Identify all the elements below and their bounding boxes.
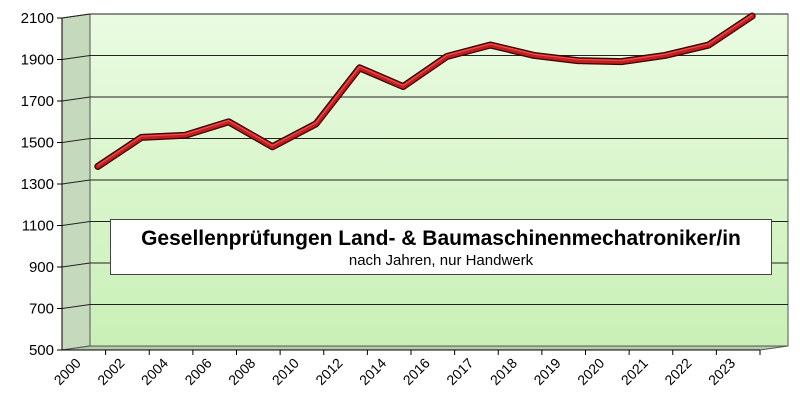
chart-3d-walls (61, 13, 789, 351)
y-tick-label: 1500 (21, 135, 54, 152)
y-tick-label: 700 (29, 301, 54, 318)
x-tick-label: 2019 (530, 355, 563, 388)
x-tick-label: 2002 (94, 355, 127, 388)
y-tick-label: 900 (29, 259, 54, 276)
gridline (61, 304, 788, 309)
chart-title-box: Gesellenprüfungen Land- & Baumaschinenme… (110, 219, 772, 275)
gridline (61, 179, 788, 185)
floor (61, 345, 789, 351)
chart-title: Gesellenprüfungen Land- & Baumaschinenme… (141, 227, 741, 250)
y-axis-ticks: 500 700 900 1100 1300 1500 1700 1900 2100 (21, 10, 63, 359)
series-line-highlight (97, 14, 753, 166)
x-tick-label: 2014 (356, 355, 389, 388)
gridline (61, 138, 788, 143)
x-tick-label: 2000 (51, 355, 84, 388)
x-tick-label: 2018 (487, 355, 520, 388)
x-tick-label: 2020 (574, 355, 607, 388)
series-line (94, 12, 756, 170)
x-axis-ticks: 2000 2002 2004 2006 2008 2010 2012 2014 2016 2017… (51, 349, 761, 388)
x-tick-label: 2006 (181, 355, 214, 388)
y-tick-label: 1100 (22, 218, 54, 235)
x-tick-label: 2004 (138, 355, 171, 388)
chart-subtitle: nach Jahren, nur Handwerk (348, 252, 534, 269)
x-tick-label: 2021 (618, 355, 651, 388)
y-tick-label: 500 (29, 342, 54, 359)
x-tick-label: 2008 (225, 355, 258, 388)
y-tick-label: 1900 (21, 52, 54, 69)
y-tick-label: 2100 (21, 10, 54, 27)
x-tick-label: 2017 (443, 355, 476, 388)
gridline (61, 96, 788, 102)
gridline (61, 13, 788, 19)
x-tick-label: 2010 (269, 355, 302, 388)
x-tick-label: 2012 (312, 355, 345, 388)
x-tick-label: 2022 (661, 355, 694, 388)
y-tick-label: 1700 (21, 93, 54, 110)
series-line-path (95, 13, 755, 169)
y-tick-label: 1300 (21, 176, 54, 193)
x-tick-label: 2016 (400, 355, 433, 388)
x-tick-label: 2023 (705, 355, 738, 388)
